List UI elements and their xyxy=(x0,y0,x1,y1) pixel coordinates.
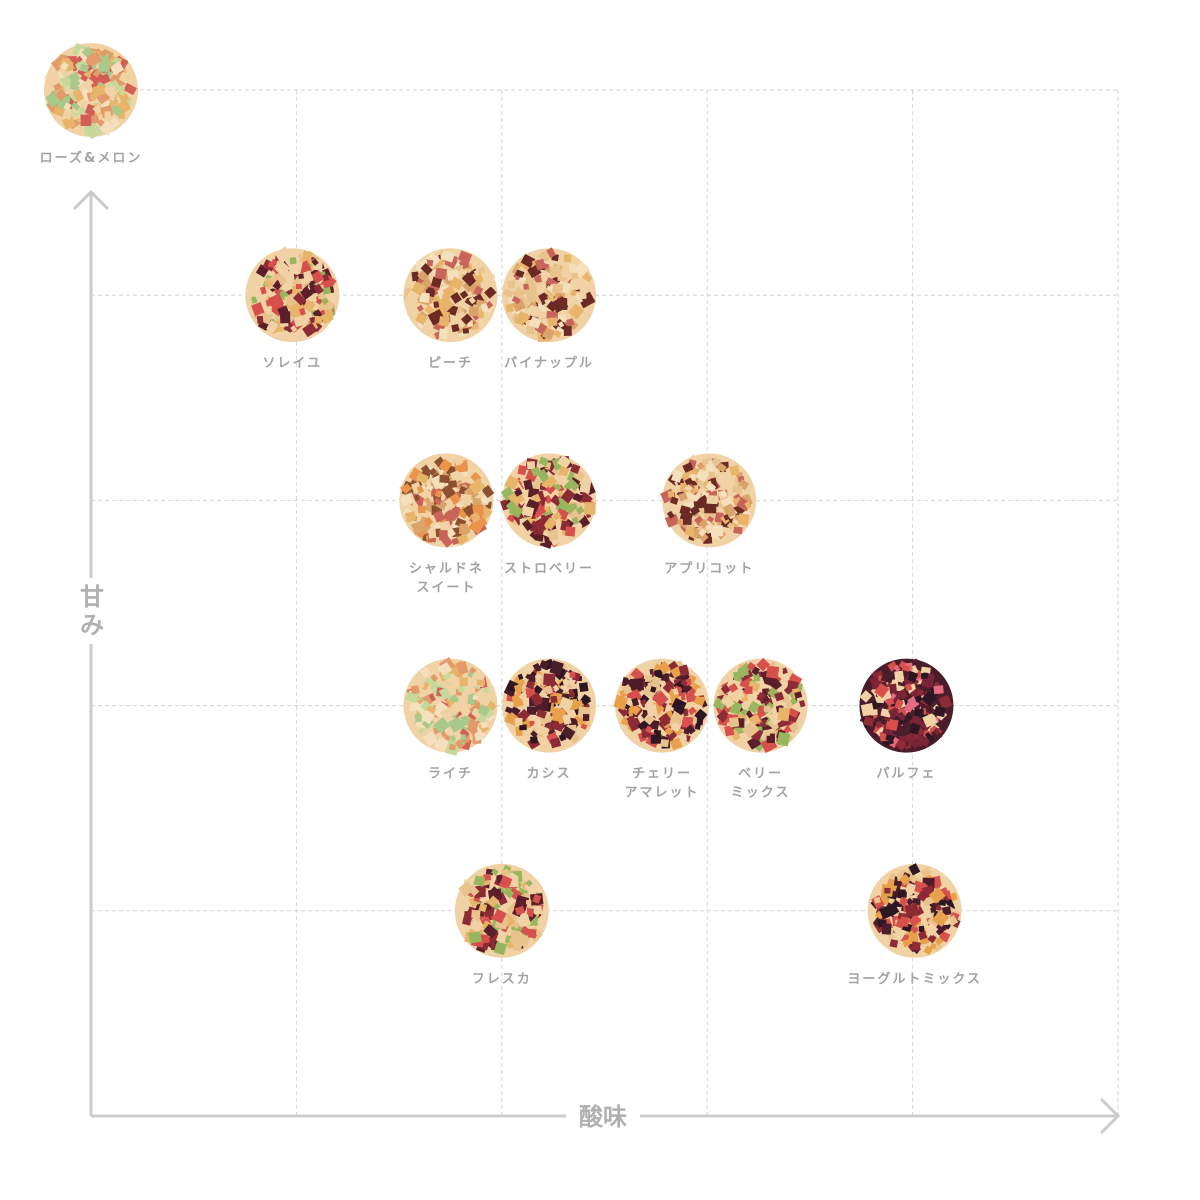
tea-point[interactable]: パイナップル xyxy=(502,247,597,371)
tea-label: フレスカ xyxy=(472,972,532,987)
tea-point[interactable]: カシス xyxy=(502,658,597,782)
tea-point[interactable]: ストロベリー xyxy=(500,453,597,576)
axes: 甘み 酸味 xyxy=(72,189,1121,1135)
tea-label: パイナップル xyxy=(504,356,594,371)
tea-label: ピーチ xyxy=(428,356,473,371)
tea-label: シャルドネスイート xyxy=(409,561,484,595)
tea-label: ローズ&メロン xyxy=(40,150,143,166)
y-axis-arrow-icon xyxy=(72,189,110,211)
tea-point[interactable]: ローズ&メロン xyxy=(40,43,143,166)
x-axis-arrow-icon xyxy=(1099,1097,1121,1135)
tea-point[interactable]: ソレイユ xyxy=(245,246,340,371)
tea-point[interactable]: シャルドネスイート xyxy=(399,453,495,595)
tea-point[interactable]: チェリーアマレット xyxy=(613,658,710,801)
tea-label: カシス xyxy=(527,767,572,782)
tea-point[interactable]: ベリーミックス xyxy=(712,657,808,801)
tea-label: チェリーアマレット xyxy=(625,767,700,801)
y-axis-label: 甘み xyxy=(80,583,104,639)
tea-point[interactable]: フレスカ xyxy=(454,863,549,987)
x-axis-label: 酸味 xyxy=(579,1103,627,1131)
tea-point[interactable]: ヨーグルトミックス xyxy=(847,863,982,987)
grid xyxy=(91,89,1119,1116)
tea-point[interactable]: パルフェ xyxy=(859,658,954,782)
tea-label: ヨーグルトミックス xyxy=(847,971,982,987)
tea-label: ベリーミックス xyxy=(731,767,791,801)
tea-label: ソレイユ xyxy=(262,356,322,371)
tea-point[interactable]: ピーチ xyxy=(403,248,498,371)
tea-label: パルフェ xyxy=(876,767,936,782)
tea-label: ストロベリー xyxy=(504,561,594,576)
tea-point[interactable]: ライチ xyxy=(403,656,498,782)
tea-label: アプリコット xyxy=(664,561,754,576)
tea-point[interactable]: アプリコット xyxy=(660,453,757,576)
tea-label: ライチ xyxy=(428,767,473,782)
